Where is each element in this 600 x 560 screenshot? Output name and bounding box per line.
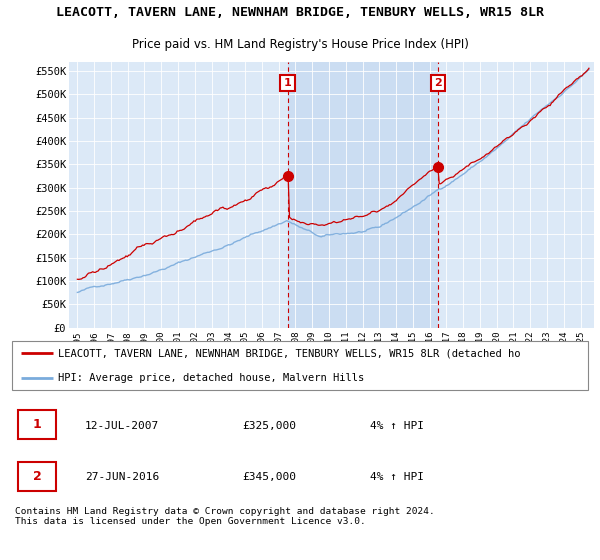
Text: 27-JUN-2016: 27-JUN-2016 [85,473,159,482]
FancyBboxPatch shape [12,341,588,390]
Text: LEACOTT, TAVERN LANE, NEWNHAM BRIDGE, TENBURY WELLS, WR15 8LR (detached ho: LEACOTT, TAVERN LANE, NEWNHAM BRIDGE, TE… [58,348,521,358]
Text: 4% ↑ HPI: 4% ↑ HPI [370,421,424,431]
Text: 1: 1 [32,418,41,431]
Text: 2: 2 [434,78,442,88]
Text: 2: 2 [32,470,41,483]
FancyBboxPatch shape [18,462,56,491]
Text: £325,000: £325,000 [242,421,296,431]
Text: Price paid vs. HM Land Registry's House Price Index (HPI): Price paid vs. HM Land Registry's House … [131,38,469,50]
Text: £345,000: £345,000 [242,473,296,482]
Bar [287,62,438,328]
Text: 12-JUL-2007: 12-JUL-2007 [85,421,159,431]
Text: LEACOTT, TAVERN LANE, NEWNHAM BRIDGE, TENBURY WELLS, WR15 8LR: LEACOTT, TAVERN LANE, NEWNHAM BRIDGE, TE… [56,6,544,20]
Text: 4% ↑ HPI: 4% ↑ HPI [370,473,424,482]
Text: 1: 1 [284,78,292,88]
Text: HPI: Average price, detached house, Malvern Hills: HPI: Average price, detached house, Malv… [58,372,365,382]
FancyBboxPatch shape [18,410,56,439]
Text: Contains HM Land Registry data © Crown copyright and database right 2024.
This d: Contains HM Land Registry data © Crown c… [15,507,434,526]
